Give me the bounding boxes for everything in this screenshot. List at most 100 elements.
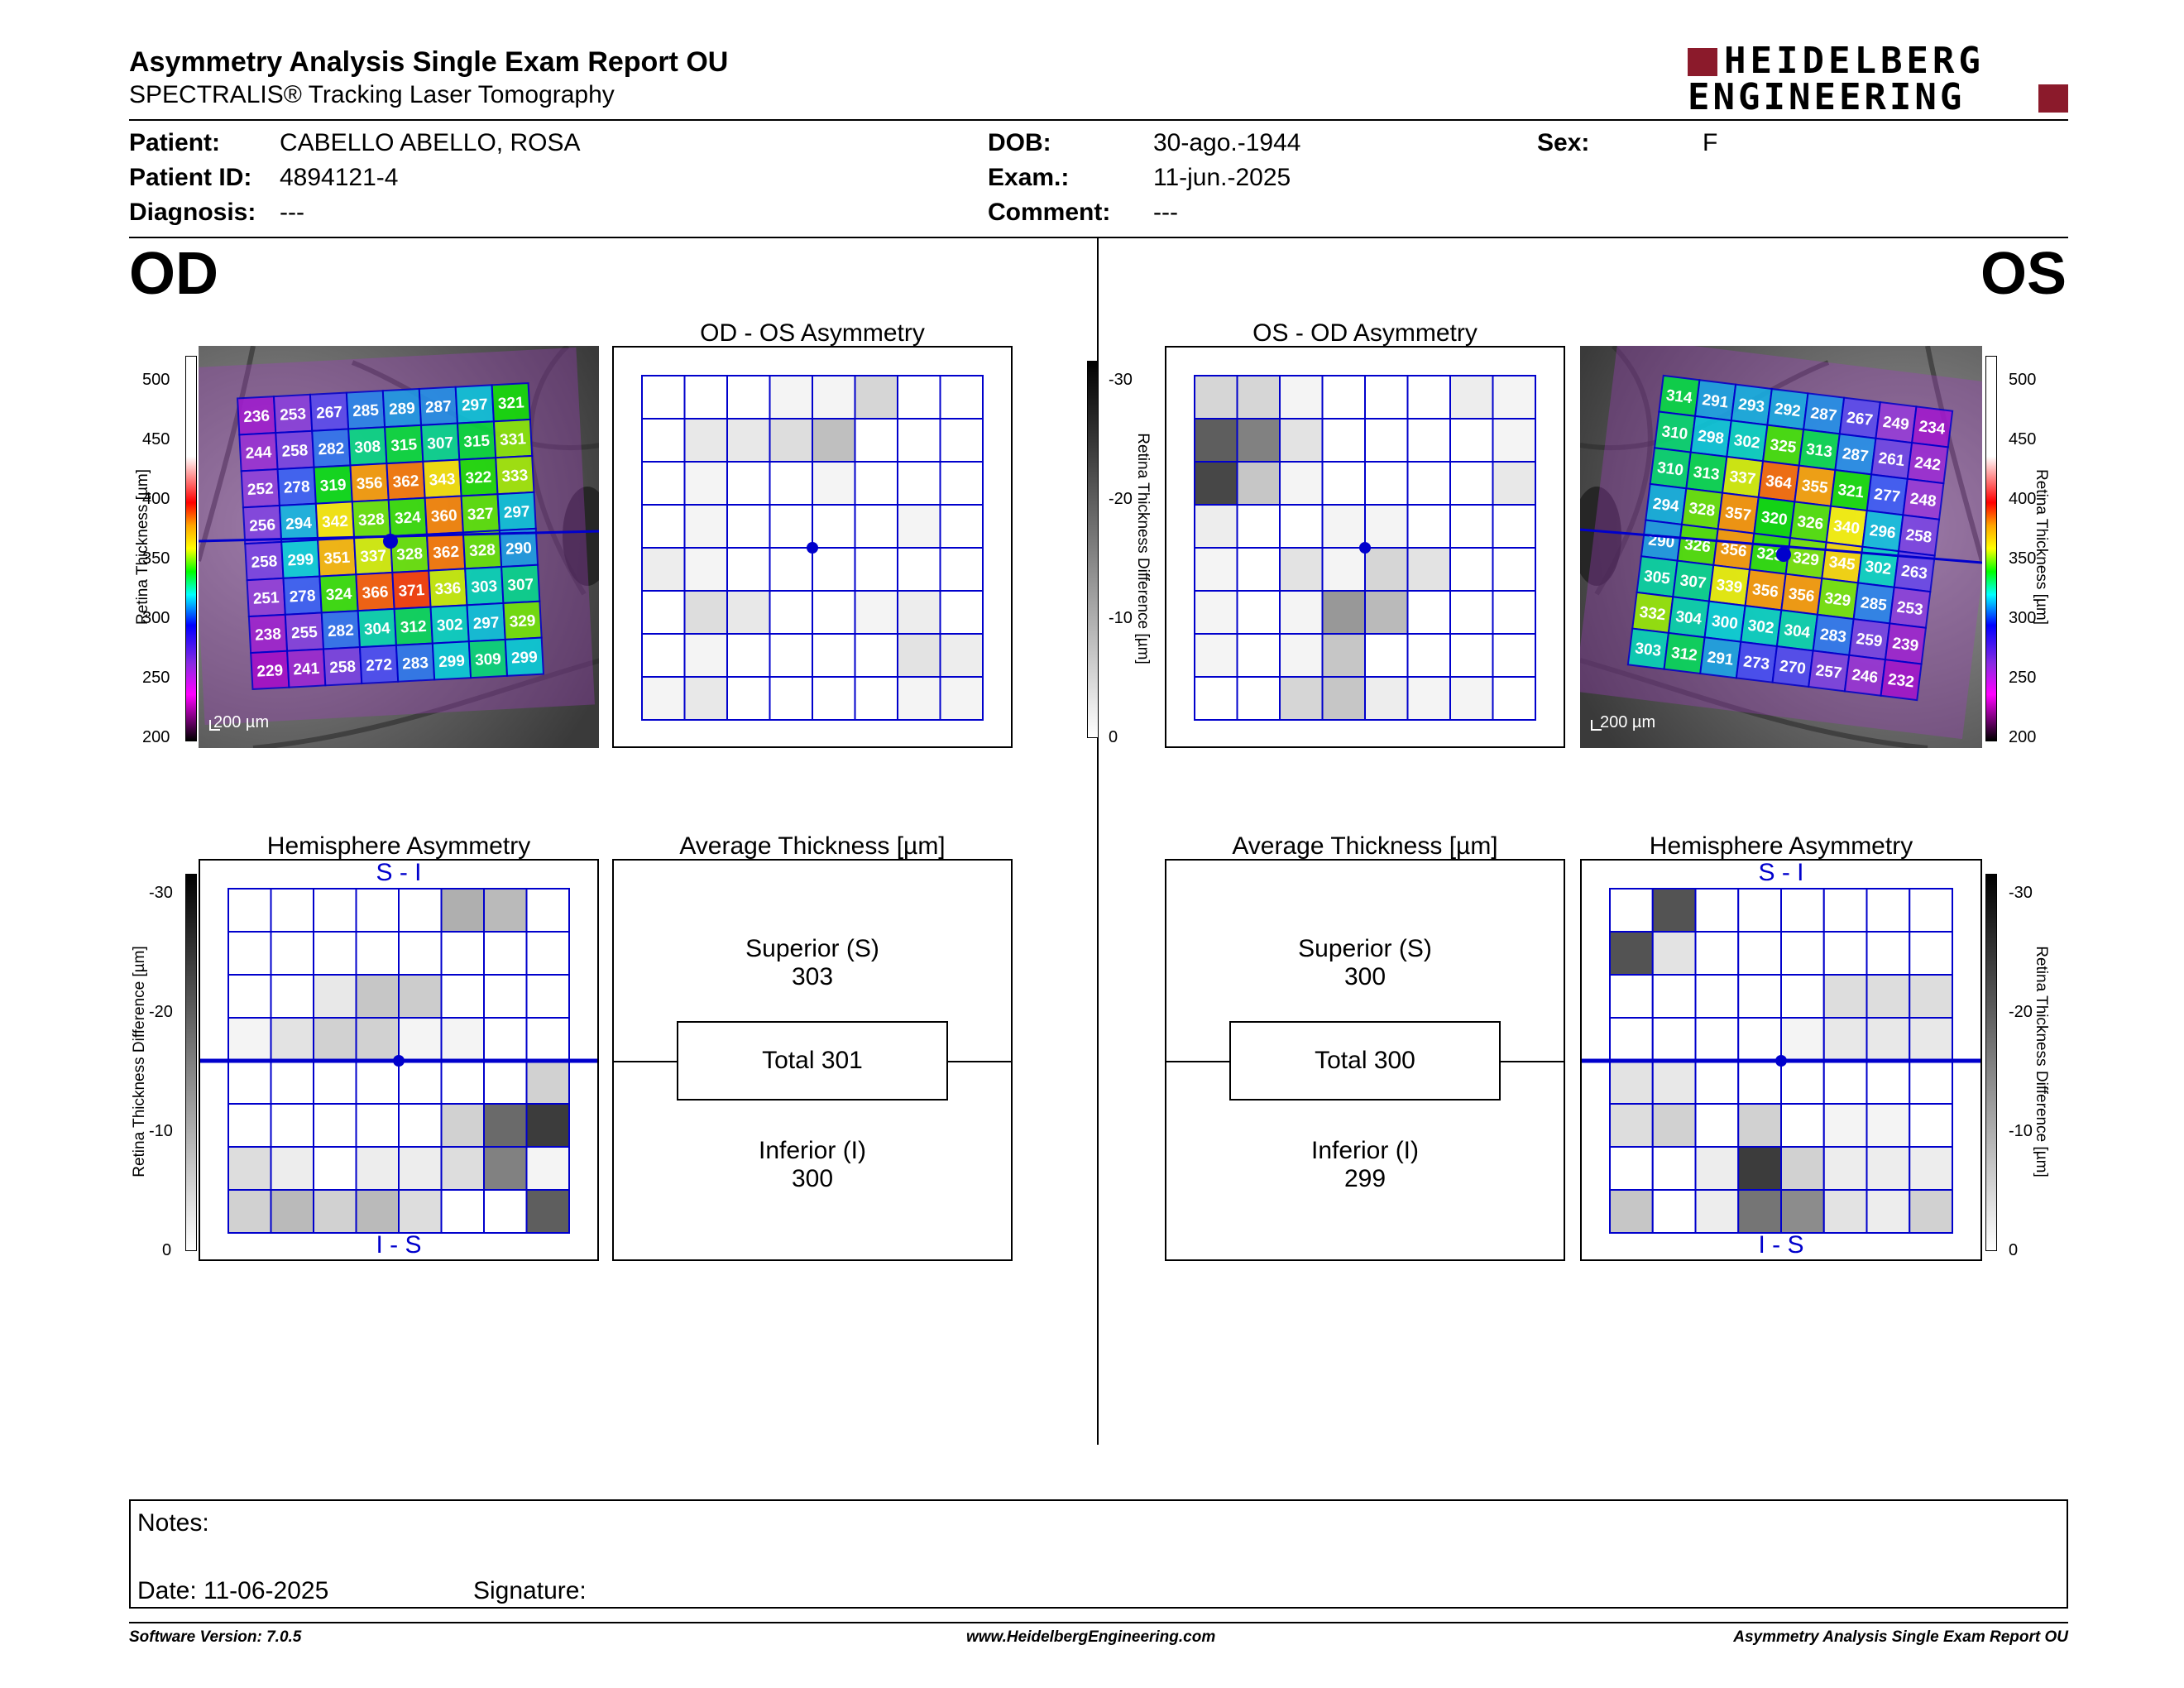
od-total: Total 301: [762, 1047, 863, 1074]
od-asym-cell: [641, 461, 686, 506]
os-hemi-cell: [1609, 974, 1654, 1019]
od-hemi-cell: [440, 1189, 485, 1234]
od-hemi-cell: [355, 1017, 400, 1062]
od-thickness-value: 307: [507, 576, 534, 595]
os-hemi-cell: [1737, 1017, 1782, 1062]
od-hemi-cell: [228, 888, 272, 933]
od-diff-axis-label: Retina Thickness Difference [µm]: [131, 946, 148, 1177]
os-asym-cell: [1492, 676, 1536, 721]
od-hemi-cell: [525, 1189, 570, 1234]
od-scale-bar-label: 200 µm: [213, 713, 270, 731]
od-thickness-value: 278: [289, 587, 316, 607]
os-thickness-value: 339: [1715, 577, 1743, 597]
os-hemi-cell: [1737, 1189, 1782, 1234]
od-asym-cell: [812, 504, 856, 549]
os-thickness-value: 326: [1796, 513, 1824, 534]
od-thickness-value: 258: [329, 658, 357, 677]
sex-label: Sex:: [1537, 129, 1590, 156]
od-asym-cell: [726, 633, 771, 678]
os-scale-bar-label: 200 µm: [1600, 713, 1656, 731]
center-diff-axis-label: Retina Thickness Difference [µm]: [1134, 433, 1152, 664]
od-thickness-value: 356: [356, 474, 383, 493]
os-thickness-value: 310: [1660, 423, 1688, 444]
os-hemi-title: Hemisphere Asymmetry: [1649, 832, 1913, 860]
os-asym-cell: [1279, 547, 1324, 592]
os-thickness-value: 313: [1693, 463, 1721, 484]
os-hemi-cell: [1866, 1103, 1911, 1148]
os-thickness-value: 277: [1873, 486, 1901, 506]
od-diff-tick: 0: [162, 1241, 172, 1259]
os-thick-tick: 500: [2009, 371, 2037, 389]
os-hemi-cell: [1780, 1017, 1825, 1062]
os-asym-cell: [1364, 633, 1409, 678]
os-asym-cell: [1449, 504, 1494, 549]
od-hemi-cell: [228, 1060, 272, 1105]
od-hemi-fovea-marker: [393, 1055, 405, 1067]
os-horizontal-line: [1580, 528, 1982, 564]
os-thickness-value: 293: [1737, 396, 1765, 416]
os-fundus-thickness-map: 314 291 293 292 287 267 249 234 310 298 302 325 313 2…: [1580, 346, 1982, 748]
od-asym-cell: [854, 461, 898, 506]
center-diff-tick: -30: [1109, 371, 1133, 389]
od-thickness-value: 337: [360, 547, 387, 566]
os-asym-cell: [1492, 547, 1536, 592]
os-asym-cell: [1321, 633, 1366, 678]
od-asym-cell: [897, 504, 941, 549]
od-thickness-value: 297: [461, 396, 488, 415]
diagnosis-value: ---: [280, 199, 304, 226]
os-asym-cell: [1321, 676, 1366, 721]
od-asym-cell: [812, 547, 856, 592]
od-hemi-cell: [313, 1146, 357, 1191]
report-title: Asymmetry Analysis Single Exam Report OU: [129, 46, 729, 78]
os-asym-cell: [1236, 633, 1281, 678]
os-hemi-cell: [1694, 974, 1740, 1019]
os-asym-cell: [1364, 547, 1409, 592]
od-thickness-value: 299: [438, 653, 466, 672]
os-thickness-value: 291: [1707, 649, 1735, 669]
od-asym-cell: [854, 590, 898, 635]
os-hemi-cell: [1866, 1189, 1911, 1234]
os-asym-cell: [1449, 590, 1494, 635]
os-asym-cell: [1406, 418, 1451, 463]
od-thickness-value: 322: [465, 469, 492, 488]
comment-label: Comment:: [988, 199, 1111, 226]
os-thickness-value: 232: [1887, 671, 1915, 692]
od-diff-tick: -10: [149, 1122, 173, 1140]
os-hemi-cell: [1651, 974, 1697, 1019]
os-asym-cell: [1364, 461, 1409, 506]
od-asym-cell: [897, 633, 941, 678]
os-hemi-top-label: S - I: [1758, 859, 1804, 886]
os-hemi-cell: [1780, 974, 1825, 1019]
od-hemi-cell: [355, 888, 400, 933]
os-thickness-value: 283: [1819, 626, 1847, 646]
os-hemi-cell: [1737, 931, 1782, 976]
os-thickness-value: 294: [1652, 496, 1680, 516]
diagnosis-label: Diagnosis:: [129, 199, 256, 226]
od-thickness-value: 282: [328, 621, 355, 640]
od-thickness-value: 351: [323, 549, 351, 568]
os-hemi-cell: [1822, 888, 1868, 933]
os-thickness-value: 302: [1747, 617, 1775, 638]
od-asym-cell: [939, 375, 984, 420]
od-asym-cell: [897, 547, 941, 592]
os-thickness-value: 302: [1864, 558, 1892, 578]
os-thick-tick: 250: [2009, 669, 2037, 687]
od-hemi-cell: [313, 888, 357, 933]
os-hemi-cell: [1909, 1103, 1953, 1148]
od-asym-cell: [769, 504, 813, 549]
notes-box[interactable]: Notes: Date: 11-06-2025 Signature:: [129, 1499, 2068, 1609]
od-thickness-value: 282: [318, 440, 345, 459]
od-fundus-svg: 236 253 267 285 289 287 297 321 244 258 282 308 315 3…: [199, 346, 599, 748]
od-hemi-cell: [270, 1146, 314, 1191]
os-hemi-cell: [1609, 1103, 1654, 1148]
footer-website[interactable]: www.HeidelbergEngineering.com: [966, 1628, 1216, 1646]
od-asym-cell: [769, 633, 813, 678]
os-superior-value: 300: [1343, 963, 1387, 990]
os-hemi-fovea-marker: [1775, 1055, 1787, 1067]
os-asym-cell: [1406, 547, 1451, 592]
od-diff-colorbar: [185, 874, 197, 1251]
od-asym-cell: [939, 590, 984, 635]
od-thickness-value: 285: [352, 402, 380, 421]
od-hemi-cell: [483, 888, 528, 933]
patient-label: Patient:: [129, 129, 221, 156]
